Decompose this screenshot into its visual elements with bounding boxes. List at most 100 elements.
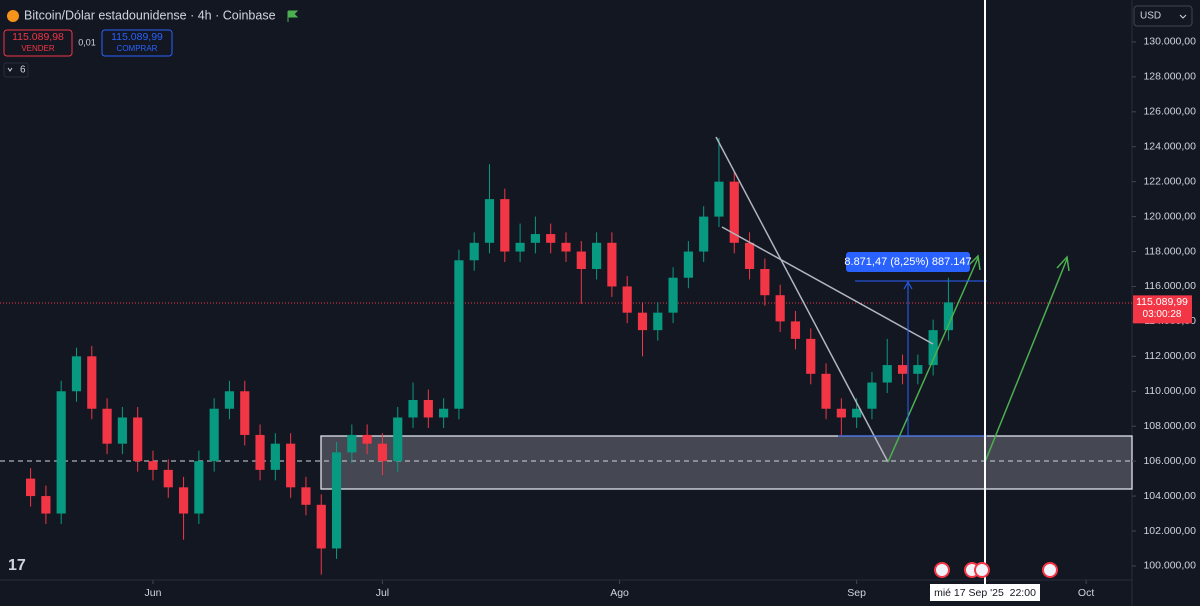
candle-body: [163, 469, 173, 488]
candle-body: [41, 496, 51, 514]
candle-body: [592, 242, 602, 269]
y-tick-label: 108.000,00: [1143, 420, 1196, 432]
y-tick-label: 104.000,00: [1143, 490, 1196, 502]
candle-body: [806, 338, 816, 374]
candles: [26, 138, 954, 575]
y-tick-label: 100.000,00: [1143, 560, 1196, 572]
y-tick-label: 120.000,00: [1143, 210, 1196, 222]
zone-rectangle: [320, 435, 1133, 490]
candle-body: [331, 452, 342, 549]
arrow-head: [967, 254, 981, 271]
buy-button[interactable]: [101, 29, 173, 57]
currency-select[interactable]: [1133, 5, 1193, 27]
candle-body: [852, 408, 862, 418]
y-tick-label: 128.000,00: [1143, 71, 1196, 83]
axes: 100.000,00 102.000,00 104.000,00 106.000,00…: [145, 36, 1197, 599]
measure-box: [846, 252, 970, 272]
candle-body: [469, 242, 479, 261]
crosshair-date: mié 17 Sep '25 22:00: [934, 587, 1036, 599]
y-tick-label: 122.000,00: [1143, 175, 1196, 187]
candle-body: [286, 443, 296, 488]
arrow: [887, 257, 979, 463]
sell-button[interactable]: [3, 29, 73, 57]
indicators-toggle[interactable]: [3, 62, 29, 78]
candle-body: [744, 242, 755, 269]
buy-label: COMPRAR: [117, 44, 158, 53]
candle-body: [102, 408, 112, 444]
last-price-box: [1133, 295, 1192, 324]
indicators-count: 6: [20, 65, 26, 76]
candle-body: [439, 408, 449, 418]
x-tick-label: Ago: [610, 587, 629, 599]
candle-body: [867, 382, 877, 409]
candle-body: [484, 199, 495, 243]
candle-body: [775, 295, 785, 322]
candle-body: [622, 286, 632, 313]
candle-body: [117, 417, 127, 444]
candle-body: [668, 277, 678, 313]
event-flag[interactable]: [1042, 562, 1058, 578]
symbol-title[interactable]: Bitcoin/Dólar estadounidense · 4h · Coin…: [24, 8, 276, 22]
countdown: 03:00:28: [1143, 309, 1182, 320]
measure-arrow: [903, 280, 913, 290]
y-tick-label: 124.000,00: [1143, 141, 1196, 153]
candle-body: [714, 181, 724, 217]
candle-body: [500, 199, 510, 252]
candle-body: [240, 391, 250, 435]
candle-body: [699, 216, 709, 252]
arrow-head: [1056, 255, 1070, 272]
candle-body: [607, 242, 617, 287]
candle-body: [637, 312, 648, 331]
candle-body: [928, 330, 938, 366]
candle-body: [301, 487, 311, 505]
candle-body: [148, 461, 158, 470]
candle-body: [209, 408, 219, 462]
y-tick-label: 110.000,00: [1144, 385, 1196, 397]
candle-body: [530, 234, 540, 243]
trend-line: [715, 136, 889, 463]
x-tick-label: Jul: [376, 587, 389, 599]
candle-body: [760, 269, 770, 296]
event-flag[interactable]: [934, 562, 950, 578]
candle-body: [133, 417, 143, 462]
x-tick-label: Sep: [847, 587, 866, 599]
candle-body: [515, 242, 525, 252]
candle-body: [653, 312, 663, 331]
logo[interactable]: 17: [8, 557, 26, 574]
sell-label: VENDER: [21, 44, 55, 53]
y-tick-label: 118.000,00: [1144, 245, 1196, 257]
candle-body: [882, 365, 892, 383]
x-tick-label: Oct: [1078, 587, 1094, 599]
candle-body: [729, 181, 739, 243]
drawings: 8.871,47 (8,25%) 887.147: [715, 0, 1070, 590]
candle-body: [377, 443, 388, 462]
candle-body: [790, 321, 801, 339]
buy-price: 115.089,99: [111, 31, 163, 43]
candle-body: [26, 478, 36, 497]
events: [934, 562, 1058, 578]
candle-body: [546, 234, 556, 243]
candle-body: [913, 365, 923, 374]
candle-body: [316, 504, 326, 549]
candle-body: [194, 461, 204, 514]
candle-body: [423, 400, 433, 418]
candle-body: [576, 251, 586, 269]
candle-body: [897, 365, 908, 374]
last-price: 115.089,99: [1136, 296, 1188, 308]
candle-body: [454, 260, 464, 409]
candle-body: [561, 242, 571, 252]
candle-body: [943, 302, 954, 331]
candle-body: [255, 434, 265, 470]
arrow: [984, 258, 1068, 463]
event-flag[interactable]: [974, 562, 990, 578]
sell-price: 115.089,98: [12, 31, 64, 43]
candle-body: [178, 487, 189, 514]
y-tick-label: 116.000,00: [1144, 280, 1196, 292]
flag-icon[interactable]: [287, 10, 299, 22]
candle-body: [683, 251, 693, 278]
y-tick-label: 106.000,00: [1143, 455, 1196, 467]
candle-body: [836, 408, 846, 418]
x-tick-label: Jun: [145, 587, 162, 599]
